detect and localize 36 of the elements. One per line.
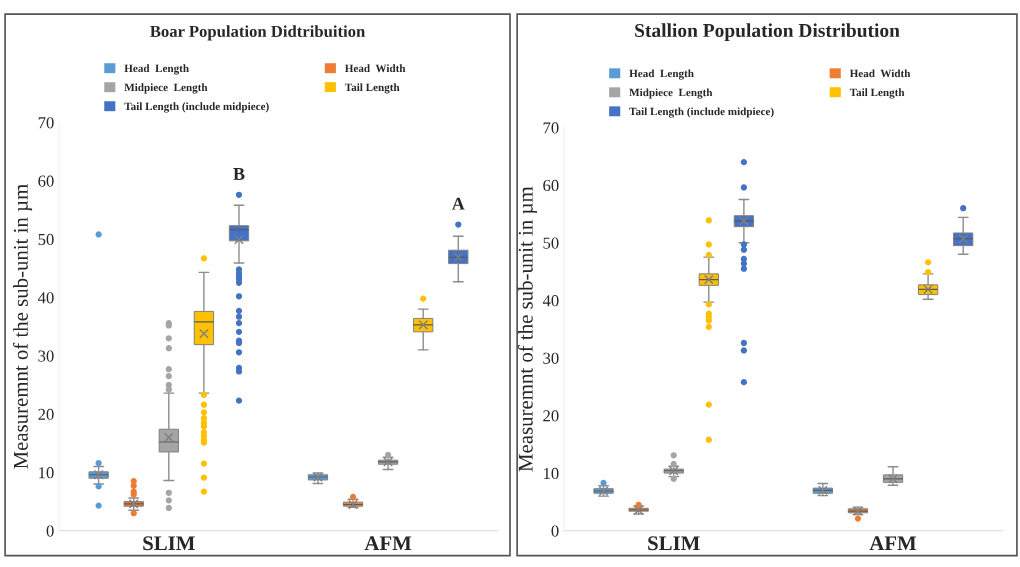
annotation: A — [451, 197, 465, 210]
y-tick-label: 30 — [38, 350, 54, 362]
annotation: B — [233, 168, 245, 180]
y-tick-label: 50 — [543, 237, 559, 249]
legend-label: Tail Length (include midpiece) — [629, 107, 774, 118]
legend-label: Midpiece Length — [124, 83, 208, 94]
x-tick-label: AFM — [364, 536, 412, 551]
x-tick-label: AFM — [869, 536, 917, 551]
y-tick-label: 40 — [542, 295, 559, 307]
y-tick-label: 70 — [38, 117, 54, 129]
legend-label: Head Width — [344, 64, 406, 73]
legend-label: Tail Length (include midpiece) — [124, 102, 269, 113]
y-tick-label: 0 — [551, 525, 559, 537]
x-tick-label: SLIM — [648, 536, 700, 551]
y-tick-label: 10 — [544, 467, 559, 480]
y-tick-label: 20 — [543, 410, 559, 422]
y-tick-label: 60 — [543, 179, 559, 192]
legend-label: Tail Length — [849, 88, 905, 99]
y-axis-title: Measuremnt of the sub-unit in µm — [12, 184, 33, 469]
legend-label: Head Length — [629, 69, 694, 80]
y-tick-label: 60 — [38, 175, 54, 187]
x-tick-label: SLIM — [143, 536, 195, 551]
y-axis-title: Measuremnt of the sub-unit in µm — [517, 186, 537, 472]
legend-label: Tail Length — [344, 83, 400, 94]
y-tick-label: 70 — [543, 122, 559, 134]
chart-title: Boar Population Didtribuition — [150, 25, 366, 41]
y-tick-label: 30 — [543, 352, 559, 364]
legend-label: Head Width — [849, 69, 911, 78]
legend-label: Head Length — [124, 64, 189, 75]
y-tick-label: 0 — [46, 525, 54, 537]
y-tick-label: 10 — [39, 467, 54, 479]
y-tick-label: 20 — [38, 408, 54, 421]
legend-label: Midpiece Length — [629, 88, 713, 99]
y-tick-label: 40 — [37, 292, 54, 304]
chart-title: Stallion Population Distribution — [635, 23, 900, 41]
y-tick-label: 50 — [38, 233, 54, 246]
